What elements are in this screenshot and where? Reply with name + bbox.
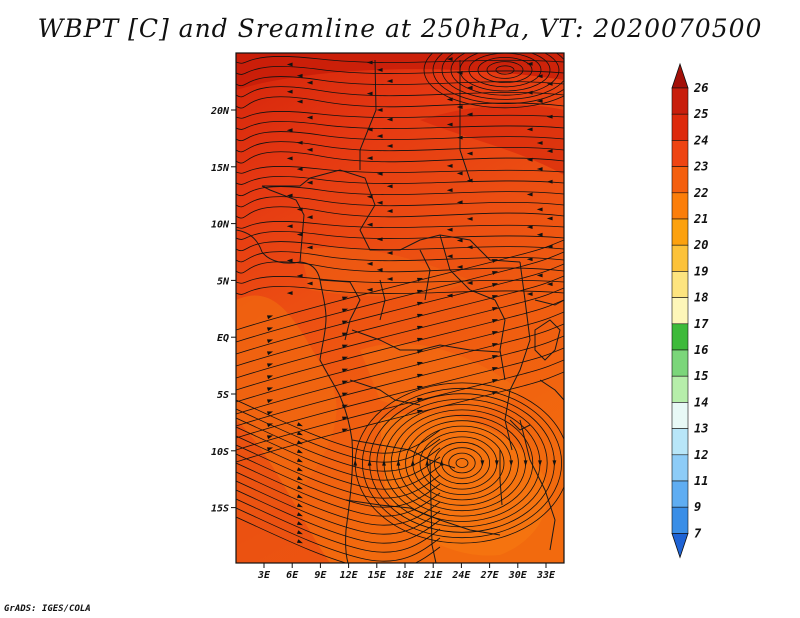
- colorbar-segment: [671, 297, 689, 325]
- colorbar-segment: [671, 375, 689, 403]
- lon-tick-label: 24E: [451, 570, 471, 581]
- colorbar-segment: [671, 454, 689, 482]
- colorbar-label: 21: [693, 212, 708, 226]
- colorbar-segment: [671, 140, 689, 167]
- colorbar-label: 12: [694, 448, 708, 462]
- lat-tick-label: 20N: [210, 106, 230, 117]
- colorbar-label: 9: [694, 500, 701, 514]
- lat-tick-label: 10S: [211, 447, 229, 458]
- colorbar-segment: [671, 349, 689, 377]
- colorbar-segment: [671, 166, 689, 194]
- lon-tick-label: 6E: [286, 570, 299, 581]
- country-borders: [236, 59, 564, 563]
- colorbar-label: 19: [694, 264, 708, 278]
- lon-tick-label: 30E: [508, 570, 528, 581]
- colorbar-segment: [671, 323, 689, 351]
- lat-tick-label: EQ: [217, 333, 229, 344]
- lon-tick-label: 12E: [340, 570, 359, 581]
- colorbar-segment: [671, 271, 689, 298]
- lat-tick-label: 15N: [211, 163, 230, 174]
- lat-tick-label: 5S: [217, 390, 229, 401]
- lon-tick-label: 27E: [480, 570, 500, 581]
- lat-tick-label: 15S: [211, 504, 229, 515]
- colorbar-label: 16: [694, 343, 708, 357]
- colorbar-segment: [671, 192, 689, 220]
- colorbar-segment: [671, 87, 689, 115]
- colorbar-label: 11: [694, 474, 708, 488]
- colorbar-label: 18: [694, 291, 708, 305]
- colorbar-segment: [671, 480, 689, 508]
- colorbar-label: 15: [694, 369, 708, 383]
- grads-credit: GrADS: IGES/COLA: [4, 604, 91, 614]
- map-title: WBPT [C] and Sreamline at 250hPa, VT: 20…: [37, 14, 763, 43]
- lat-tick-label: 5N: [217, 276, 230, 287]
- lon-tick-label: 21E: [423, 570, 443, 581]
- colorbar-segment: [671, 506, 689, 534]
- plot-frame: [235, 52, 565, 564]
- lon-tick-label: 18E: [396, 570, 415, 581]
- colorbar-segment: [671, 244, 689, 272]
- colorbar-label: 25: [693, 107, 708, 121]
- colorbar-segment: [671, 402, 689, 429]
- colorbar-segment: [671, 218, 689, 246]
- colorbar-top-arrow: [671, 62, 689, 89]
- colorbar-label: 24: [693, 133, 708, 147]
- colorbar-label: 20: [693, 238, 708, 252]
- colorbar: 26 25 24 23 22 21 20 19 18 17 16 15 14 13 12 11 9 7: [671, 62, 709, 559]
- colorbar-label: 7: [694, 526, 702, 540]
- colorbar-segment: [671, 113, 689, 141]
- colorbar-label: 26: [693, 81, 708, 95]
- colorbar-bottom-arrow: [671, 533, 689, 559]
- shaded-field: [236, 53, 564, 563]
- colorbar-label: 23: [693, 160, 708, 174]
- latitude-axis: 20N 15N 10N 5N EQ 5S 10S 15S: [210, 106, 236, 515]
- lon-tick-label: 33E: [536, 570, 556, 581]
- colorbar-label: 14: [694, 395, 708, 409]
- lon-tick-label: 9E: [314, 570, 327, 581]
- colorbar-segment: [671, 428, 689, 456]
- streamline-arrows: [266, 57, 557, 544]
- lon-tick-label: 15E: [368, 570, 387, 581]
- longitude-axis: 3E 6E 9E 12E 15E 18E 21E 24E 27E 30E 33E: [257, 563, 556, 581]
- lon-tick-label: 3E: [257, 570, 271, 581]
- colorbar-label: 17: [694, 317, 709, 331]
- lat-tick-label: 10N: [211, 220, 230, 231]
- colorbar-label: 22: [693, 186, 708, 200]
- colorbar-label: 13: [694, 422, 708, 436]
